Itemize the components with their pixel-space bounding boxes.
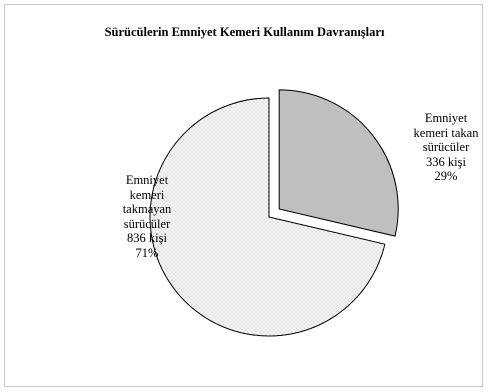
slice-0-label-line: Emniyet: [424, 111, 468, 125]
slice-0-label-line: 336 kişi: [426, 154, 466, 169]
slice-1-label-line: kemeri: [129, 187, 165, 202]
slice-label-belt-wearers: Emniyet kemeri takan sürücüler 336 kişi 29%: [401, 111, 488, 184]
slice-1-label-line: takmayan: [122, 202, 172, 216]
slice-0-label-line: kemeri takan: [413, 125, 479, 140]
slice-0-label-line: 29%: [434, 169, 458, 183]
chart-frame: Sürücülerin Emniyet Kemeri Kullanım Davr…: [4, 4, 483, 387]
chart-title: Sürücülerin Emniyet Kemeri Kullanım Davr…: [104, 25, 385, 39]
pie-slice-non-wearers: [149, 97, 386, 337]
slice-1-label-line: 71%: [135, 245, 159, 260]
pie-slice-belt-wearers: [278, 89, 399, 237]
slice-1-label-line: Emniyet: [125, 173, 169, 187]
slice-1-label-line: 836 kişi: [127, 231, 167, 245]
pie-chart: [149, 89, 399, 337]
slice-label-non-wearers: Emniyet kemeri takmayan sürücüler 836 kişi 71…: [115, 173, 179, 260]
slice-0-label-line: sürücüler: [422, 140, 470, 154]
slice-1-label-line: sürücüler: [123, 216, 171, 231]
